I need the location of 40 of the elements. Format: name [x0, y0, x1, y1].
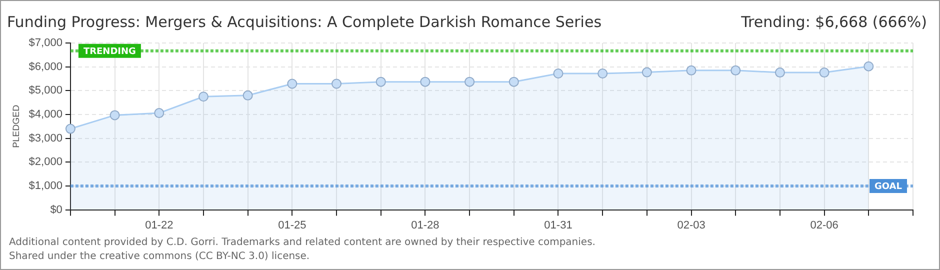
- text: Additional content provided by C.D. Gorri. Trademarks and related content are owned by their respective companies.: [9, 237, 596, 248]
- point: [730, 65, 741, 76]
- y-tick-label: $7,000: [28, 37, 62, 50]
- x-tick-label: 02-03: [677, 219, 706, 232]
- point: [287, 78, 298, 89]
- point: [110, 110, 120, 120]
- ref-line-label: GOAL: [874, 182, 902, 192]
- point: [598, 68, 608, 78]
- y-tick-label: $1,000: [28, 180, 62, 192]
- x-tick-label: 01-31: [544, 219, 572, 232]
- ref-line-label: TRENDING: [83, 46, 136, 57]
- point: [65, 124, 76, 134]
- point: [464, 76, 475, 87]
- text: Shared under the creative commons (CC BY-NC 3.0) license.: [9, 251, 310, 262]
- point: [376, 76, 386, 87]
- y-tick-label: $5,000: [28, 84, 62, 97]
- y-axis-title: PLEDGED: [10, 104, 21, 148]
- point: [154, 108, 164, 118]
- point: [420, 76, 430, 87]
- chart-title: Funding Progress: Mergers & Acquisitions: A Complete Darkish Romance Series: [7, 13, 602, 31]
- x-tick-label: 01-28: [411, 219, 440, 232]
- point: [819, 68, 830, 78]
- point: [642, 67, 652, 78]
- y-tick-label: $4,000: [28, 108, 62, 121]
- text: Trending: $6,668 (666%): [741, 13, 927, 31]
- y-tick-label: $2,000: [28, 156, 62, 168]
- point: [774, 68, 785, 78]
- point: [242, 90, 253, 100]
- x-tick-label: 02-06: [810, 219, 838, 232]
- y-tick-label: $0: [50, 204, 62, 216]
- point: [864, 61, 874, 72]
- point: [508, 76, 519, 87]
- point: [686, 65, 696, 76]
- y-tick-label: $6,000: [28, 60, 62, 73]
- point: [198, 92, 208, 102]
- x-tick-label: 01-22: [145, 219, 174, 232]
- x-tick-label: 01-25: [278, 219, 306, 232]
- point: [332, 78, 342, 89]
- point: [553, 68, 564, 78]
- y-tick-label: $3,000: [28, 132, 62, 144]
